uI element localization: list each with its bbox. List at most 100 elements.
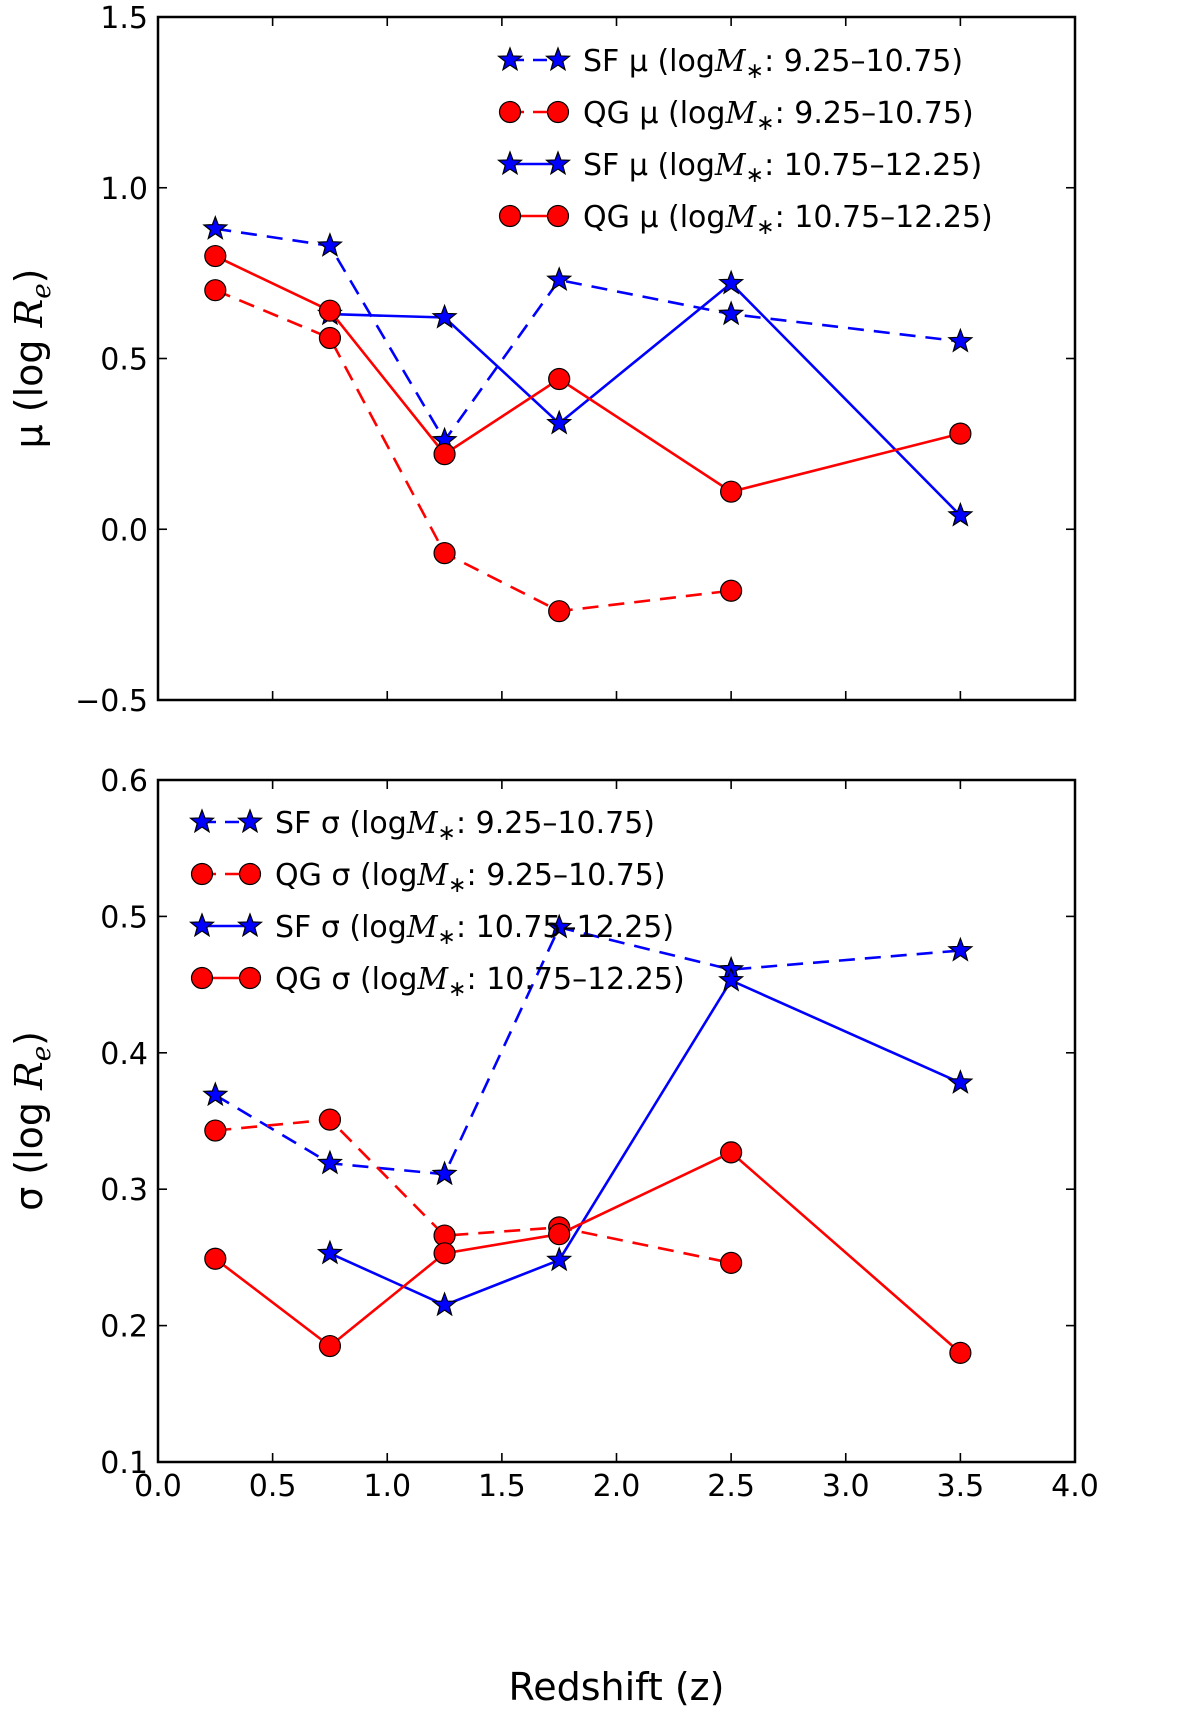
data-point-circle — [318, 1334, 342, 1358]
x-tick-label: 4.0 — [1051, 1469, 1099, 1504]
legend-marker-star — [188, 912, 216, 938]
legend-label-range: : 9.25–10.75) — [764, 44, 963, 79]
legend-label-subscript: ∗ — [448, 977, 466, 1002]
legend-label: QG μ (logM∗: 9.25–10.75) — [583, 96, 974, 136]
x-tick-label: 3.5 — [937, 1469, 985, 1504]
legend-label-range: : 10.75–12.25) — [456, 910, 674, 945]
data-point-circle — [949, 1341, 972, 1364]
data-point-circle — [318, 1108, 342, 1131]
legend-marker-star — [544, 46, 572, 72]
series-qg-dashed — [204, 279, 743, 623]
y-label-text: μ (log — [7, 327, 51, 448]
legend-label: QG σ (logM∗: 9.25–10.75) — [275, 858, 666, 898]
legend-label-subscript: ∗ — [756, 111, 774, 136]
data-point-star — [316, 1149, 343, 1175]
top-y-axis-label: μ (log Re) — [7, 269, 57, 449]
series-line — [214, 254, 961, 494]
data-point-star — [202, 215, 229, 240]
data-point-circle — [433, 443, 456, 466]
legend-marker-star — [236, 912, 264, 938]
data-point-star — [431, 1291, 458, 1317]
data-point-star — [316, 1239, 343, 1265]
legend-label-subscript: ∗ — [438, 925, 456, 950]
data-point-circle — [433, 542, 456, 565]
data-point-star — [718, 269, 745, 295]
x-axis-label: Redshift (z) — [509, 1665, 725, 1709]
data-point-circle — [204, 1119, 227, 1142]
y-label-close: ) — [7, 269, 51, 284]
data-point-circle — [204, 1247, 227, 1270]
legend-label: SF σ (logM∗: 10.75–12.25) — [275, 910, 674, 950]
legend-marker-circle — [546, 100, 570, 124]
legend-marker-circle — [190, 966, 214, 990]
top-panel: −0.50.00.51.01.5μ (log Re)SF μ (logM∗: 9… — [7, 1, 1077, 719]
legend-label-prefix: QG μ (log — [583, 96, 725, 131]
data-point-star — [947, 1069, 974, 1094]
data-point-star — [947, 936, 974, 962]
y-tick-label: 0.5 — [100, 343, 148, 378]
legend-label-prefix: SF σ (log — [275, 910, 407, 945]
data-point-star — [546, 409, 573, 435]
y-label-text: σ (log — [7, 1090, 51, 1211]
legend-label-range: : 10.75–12.25) — [775, 200, 993, 235]
y-tick-label: 1.0 — [100, 172, 148, 207]
bottom-legend: SF σ (logM∗: 9.25–10.75)QG σ (logM∗: 9.2… — [188, 806, 685, 1002]
data-point-circle — [318, 299, 342, 322]
y-tick-label: 0.0 — [100, 513, 148, 548]
y-tick-label: 1.5 — [100, 1, 148, 36]
data-point-star — [718, 966, 745, 992]
legend-label-subscript: ∗ — [438, 821, 456, 846]
data-point-circle — [433, 1242, 456, 1265]
legend-label-prefix: QG σ (log — [275, 858, 417, 893]
legend-label-range: : 10.75–12.25) — [467, 962, 685, 997]
data-point-circle — [949, 422, 972, 445]
legend-label-prefix: SF μ (log — [583, 148, 715, 183]
data-point-circle — [548, 1223, 571, 1246]
legend-label: SF μ (logM∗: 9.25–10.75) — [583, 44, 963, 84]
legend-label-prefix: SF μ (log — [583, 44, 715, 79]
legend-label-subscript: ∗ — [746, 59, 764, 84]
legend-label: SF σ (logM∗: 9.25–10.75) — [275, 806, 655, 846]
legend-label-prefix: SF σ (log — [275, 806, 407, 841]
legend-marker-star — [236, 808, 264, 834]
series-line — [214, 925, 961, 1176]
legend-label: QG μ (logM∗: 10.75–12.25) — [583, 200, 993, 240]
data-point-star — [546, 1246, 573, 1272]
x-tick-label: 2.0 — [593, 1469, 641, 1504]
y-tick-label: 0.5 — [100, 900, 148, 935]
series-line — [215, 1118, 732, 1265]
y-tick-label: 0.1 — [100, 1446, 148, 1481]
legend-label-range: : 9.25–10.75) — [467, 858, 666, 893]
series-qg-solid — [204, 244, 972, 503]
legend-label: SF μ (logM∗: 10.75–12.25) — [583, 148, 982, 188]
series-line — [214, 1150, 962, 1354]
top-legend: SF μ (logM∗: 9.25–10.75)QG μ (logM∗: 9.2… — [496, 44, 993, 240]
legend-label-range: : 10.75–12.25) — [764, 148, 982, 183]
legend-label-mstar: M — [724, 96, 757, 131]
data-point-circle — [548, 600, 571, 623]
data-point-circle — [720, 579, 743, 602]
legend-marker-circle — [498, 100, 522, 124]
data-point-star — [546, 913, 573, 939]
y-label-symbol: R — [7, 1061, 51, 1091]
y-tick-label: −0.5 — [75, 684, 148, 719]
y-tick-label: 0.4 — [100, 1037, 148, 1072]
legend-label-mstar: M — [416, 858, 449, 893]
x-tick-label: 2.5 — [707, 1469, 755, 1504]
legend-marker-star — [188, 808, 216, 834]
bottom-y-axis-label: σ (log Re) — [7, 1031, 57, 1211]
legend-label-mstar: M — [724, 200, 757, 235]
legend-label-mstar: M — [416, 962, 449, 997]
legend-label-mstar: M — [714, 148, 747, 183]
legend-label-subscript: ∗ — [756, 215, 774, 240]
series-sf-dashed — [202, 215, 974, 452]
y-tick-label: 0.2 — [100, 1310, 148, 1345]
legend-label-range: : 9.25–10.75) — [775, 96, 974, 131]
legend-marker-star — [496, 46, 524, 72]
data-point-star — [718, 300, 745, 326]
legend-label-prefix: QG μ (log — [583, 200, 725, 235]
legend-marker-circle — [238, 966, 262, 990]
